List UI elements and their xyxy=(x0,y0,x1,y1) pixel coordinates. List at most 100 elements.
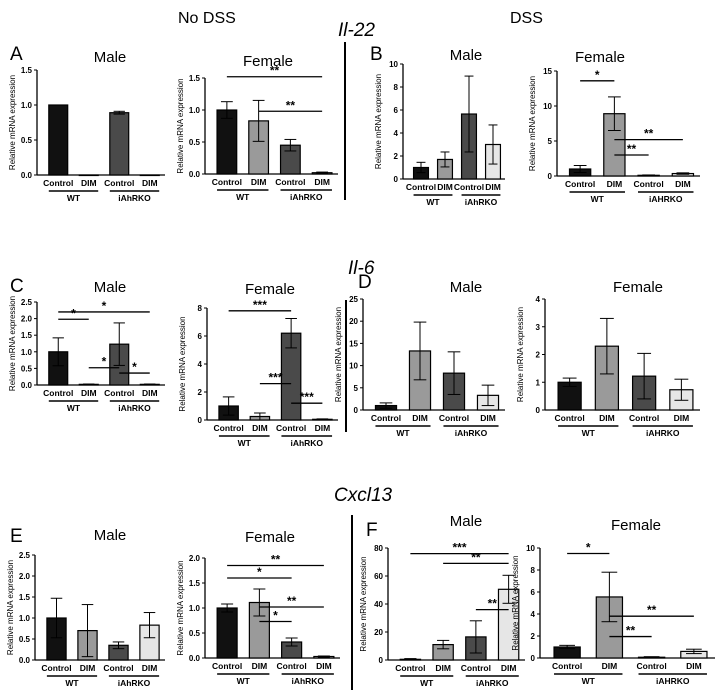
group-label: WT xyxy=(582,676,596,686)
category-label: DIM xyxy=(252,423,268,433)
category-label: DIM xyxy=(607,179,623,189)
y-tick-label: 6 xyxy=(531,588,536,597)
significance-label: * xyxy=(595,68,600,82)
y-axis-label: Relative mRNA expression xyxy=(8,75,17,170)
panel-letter-a: A xyxy=(10,44,23,65)
bar xyxy=(48,104,69,176)
category-label: Control xyxy=(634,179,664,189)
y-tick-label: 10 xyxy=(389,60,398,69)
y-tick-label: 15 xyxy=(349,339,358,348)
chart-title: Male xyxy=(450,279,483,296)
category-label: Control xyxy=(43,388,73,398)
y-axis-label: Relative mRNA expression xyxy=(511,555,520,650)
category-label: Control xyxy=(43,178,73,188)
y-tick-label: 10 xyxy=(349,362,358,371)
group-label: iAhRKO xyxy=(118,678,151,688)
chart-title: Male xyxy=(94,527,127,544)
y-tick-label: 3 xyxy=(536,323,541,332)
chart-title: Female xyxy=(611,517,661,534)
y-tick-label: 2 xyxy=(394,152,399,161)
y-tick-label: 10 xyxy=(526,544,535,553)
bar xyxy=(109,112,130,176)
category-label: Control xyxy=(629,413,659,423)
y-tick-label: 0.0 xyxy=(19,656,31,665)
y-tick-label: 6 xyxy=(394,106,399,115)
significance-label: * xyxy=(132,360,137,374)
chart-e-female: Female Relative mRNA expression 0.0 0.5 1.0 1… xyxy=(176,529,340,686)
chart-title: Male xyxy=(94,279,127,296)
category-label: DIM xyxy=(412,413,428,423)
y-tick-label: 2.5 xyxy=(21,298,33,307)
category-label: Control xyxy=(454,182,484,192)
group-label: iAHRKO xyxy=(649,194,683,204)
y-tick-label: 5 xyxy=(354,384,359,393)
group-label: iAhRKO xyxy=(455,428,488,438)
significance-label: *** xyxy=(452,541,466,555)
y-axis-label: Relative mRNA expression xyxy=(359,556,368,651)
category-label: Control xyxy=(104,178,134,188)
category-label: Control xyxy=(555,413,585,423)
y-tick-label: 2.0 xyxy=(21,315,33,324)
y-axis-label: Relative mRNA expression xyxy=(178,316,187,411)
category-label: Control xyxy=(565,179,595,189)
category-label: Control xyxy=(212,177,242,187)
category-label: DIM xyxy=(252,661,268,671)
chart-c-male: Male Relative mRNA expression 0.0 0.5 1.0 1.5… xyxy=(8,279,165,413)
y-tick-label: 1.5 xyxy=(189,74,201,83)
category-label: Control xyxy=(103,663,133,673)
y-tick-label: 4 xyxy=(198,360,203,369)
y-tick-label: 2.5 xyxy=(19,551,31,560)
header-dss: DSS xyxy=(510,10,543,27)
significance-label: *** xyxy=(300,390,314,404)
panel-letter-f: F xyxy=(366,520,378,541)
y-tick-label: 8 xyxy=(198,304,203,313)
category-label: DIM xyxy=(675,179,691,189)
chart-e-male: Male Relative mRNA expression 0.0 0.5 1.0 1.5… xyxy=(6,527,165,688)
category-label: DIM xyxy=(142,388,158,398)
y-tick-label: 4 xyxy=(394,129,399,138)
category-label: Control xyxy=(277,661,307,671)
y-tick-label: 1.0 xyxy=(189,604,201,613)
y-tick-label: 1.5 xyxy=(19,593,31,602)
bar xyxy=(216,607,238,659)
category-label: Control xyxy=(41,663,71,673)
y-axis-label: Relative mRNA expression xyxy=(176,560,185,655)
y-tick-label: 25 xyxy=(349,295,358,304)
group-label: iAhRKO xyxy=(476,678,509,688)
category-label: Control xyxy=(275,177,305,187)
y-tick-label: 0.0 xyxy=(21,381,33,390)
chart-f-male: Male Relative mRNA expression 0 20 40 60 80 Con… xyxy=(359,513,525,688)
category-label: DIM xyxy=(81,388,97,398)
category-label: DIM xyxy=(602,661,618,671)
y-tick-label: 0 xyxy=(394,175,399,184)
category-label: DIM xyxy=(674,413,690,423)
chart-b-male: Male Relative mRNA expression 0 2 4 6 8 10 Contr… xyxy=(374,47,505,207)
group-label: WT xyxy=(236,192,250,202)
y-tick-label: 2 xyxy=(531,632,536,641)
category-label: DIM xyxy=(316,661,332,671)
bar xyxy=(78,174,99,177)
y-tick-label: 0 xyxy=(354,406,359,415)
y-tick-label: 2.0 xyxy=(189,554,201,563)
y-axis-label: Relative mRNA expression xyxy=(8,296,17,391)
chart-title: Female xyxy=(245,529,295,546)
group-label: iAHRKO xyxy=(656,676,690,686)
group-label: WT xyxy=(396,428,410,438)
group-label: WT xyxy=(426,197,440,207)
significance-label: ** xyxy=(647,603,657,617)
group-label: iAhRKO xyxy=(290,192,323,202)
group-label: iAhRKO xyxy=(118,403,151,413)
significance-label: ** xyxy=(471,550,481,564)
group-label: iAhRKO xyxy=(465,197,498,207)
group-label: iAHRKO xyxy=(646,428,680,438)
significance-label: *** xyxy=(268,371,282,385)
significance-label: ** xyxy=(488,597,498,611)
y-axis-label: Relative mRNA expression xyxy=(176,78,185,173)
y-tick-label: 0 xyxy=(536,406,541,415)
panel-letter-d: D xyxy=(358,272,372,293)
y-tick-label: 2 xyxy=(536,351,541,360)
y-tick-label: 0.5 xyxy=(21,364,33,373)
category-label: DIM xyxy=(80,663,96,673)
